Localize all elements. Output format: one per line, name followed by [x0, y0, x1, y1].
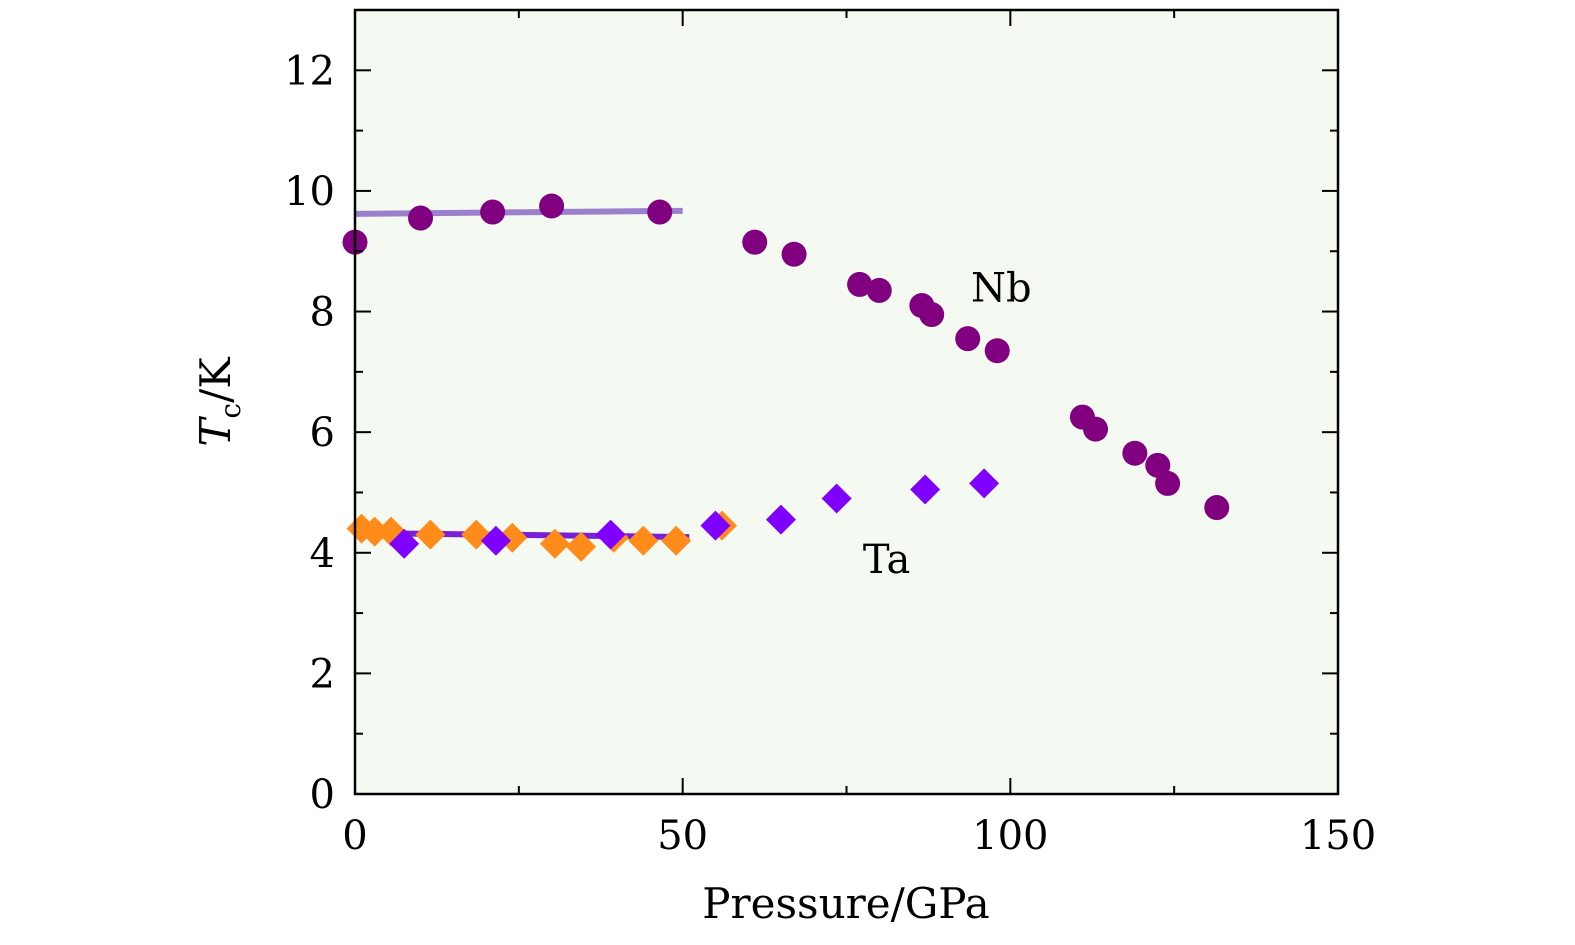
y-axis-title: Tc/K [191, 356, 247, 447]
data-point-ta-1-7 [566, 531, 597, 562]
data-point-nb-10 [919, 302, 945, 328]
data-point-ta-2-5 [821, 483, 852, 514]
data-markers [342, 193, 1230, 562]
y-tick-label-2: 2 [310, 651, 335, 697]
data-point-ta-2-4 [765, 504, 796, 535]
data-point-nb-7 [847, 271, 873, 297]
data-point-nb-1 [408, 205, 434, 231]
data-point-ta-1-9 [628, 525, 659, 556]
data-point-ta-2-7 [969, 468, 1000, 499]
data-point-nb-15 [1122, 440, 1148, 466]
axis-ticks [354, 9, 1339, 795]
data-point-nb-6 [781, 241, 807, 267]
data-point-ta-2-2 [595, 519, 626, 550]
y-tick-label-8: 8 [310, 290, 335, 336]
y-tick-label-4: 4 [310, 531, 335, 577]
data-point-ta-2-3 [700, 510, 731, 541]
data-point-ta-2-0 [389, 528, 420, 559]
data-point-ta-1-1 [359, 516, 390, 547]
tick-labels: 0 50 100 150 0 2 4 6 8 10 12 [284, 48, 1376, 859]
x-tick-label-50: 50 [657, 813, 708, 859]
data-point-nb-4 [647, 199, 673, 225]
data-point-nb-12 [984, 338, 1010, 364]
data-point-nb-5 [742, 229, 768, 255]
data-point-ta-1-6 [539, 528, 570, 559]
x-axis-title: Pressure/GPa [702, 879, 989, 928]
data-point-ta-1-5 [497, 522, 528, 553]
data-point-ta-2-6 [910, 474, 941, 505]
data-point-nb-17 [1155, 470, 1181, 496]
data-point-nb-8 [866, 277, 892, 303]
data-point-ta-1-10 [661, 525, 692, 556]
data-point-ta-2-1 [480, 525, 511, 556]
x-tick-label-100: 100 [972, 813, 1048, 859]
y-tick-label-12: 12 [284, 48, 335, 94]
data-point-nb-3 [539, 193, 565, 219]
data-point-nb-18 [1204, 495, 1230, 521]
y-axis-title-sub: c [214, 403, 247, 419]
x-tick-label-150: 150 [1300, 813, 1376, 859]
data-point-ta-1-3 [415, 519, 446, 550]
data-point-nb-11 [955, 326, 981, 352]
y-axis-title-main: T [191, 416, 240, 447]
series-label-ta: Ta [863, 537, 910, 583]
y-axis-title-unit: /K [191, 356, 240, 403]
x-tick-label-0: 0 [342, 813, 367, 859]
y-tick-label-6: 6 [310, 410, 335, 456]
series-annotations: Nb Ta [863, 265, 1032, 582]
data-point-nb-14 [1083, 416, 1109, 442]
fit-line-0 [354, 207, 683, 217]
y-tick-label-0: 0 [310, 772, 335, 818]
series-label-nb: Nb [971, 265, 1032, 311]
data-point-nb-2 [480, 199, 506, 225]
y-tick-label-10: 10 [284, 169, 335, 215]
plot-background [355, 10, 1338, 794]
